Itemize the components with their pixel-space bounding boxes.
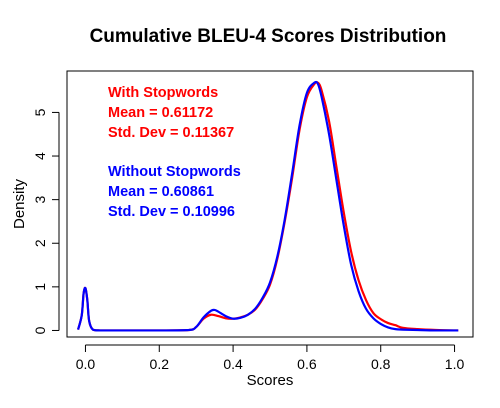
y-tick-label: 2 <box>32 239 48 247</box>
x-axis-label: Scores <box>247 372 294 389</box>
x-tick-label: 0.4 <box>223 356 243 372</box>
y-axis: 0 1 2 3 4 5 <box>32 108 60 334</box>
stats-annotations: With Stopwords Mean = 0.61172 Std. Dev = 0… <box>108 85 241 220</box>
annotation-line: Mean = 0.61172 <box>108 105 213 121</box>
x-tick-label: 0.8 <box>371 356 391 372</box>
y-tick-label: 1 <box>32 283 48 291</box>
annotation-line: Std. Dev = 0.10996 <box>108 204 235 220</box>
x-tick-label: 1.0 <box>445 356 465 372</box>
series-lines <box>77 80 459 332</box>
series-line-2 <box>77 80 459 332</box>
x-tick-label: 0.2 <box>150 356 170 372</box>
annotation-line: Std. Dev = 0.11367 <box>108 125 234 141</box>
annotation-line: Without Stopwords <box>108 164 241 180</box>
annotation-line: With Stopwords <box>108 85 218 101</box>
y-tick-label: 4 <box>32 152 48 160</box>
y-tick-label: 3 <box>32 196 48 204</box>
y-tick-label: 5 <box>32 108 48 116</box>
annotation-line: Mean = 0.60861 <box>108 184 214 200</box>
x-axis: 0.0 0.2 0.4 0.6 0.8 1.0 <box>76 344 465 372</box>
chart-title: Cumulative BLEU-4 Scores Distribution <box>90 26 447 47</box>
plot-frame <box>66 70 474 338</box>
y-axis-label: Density <box>11 178 28 229</box>
y-tick-label: 0 <box>32 326 48 334</box>
x-tick-label: 0.6 <box>297 356 317 372</box>
x-tick-label: 0.0 <box>76 356 96 372</box>
